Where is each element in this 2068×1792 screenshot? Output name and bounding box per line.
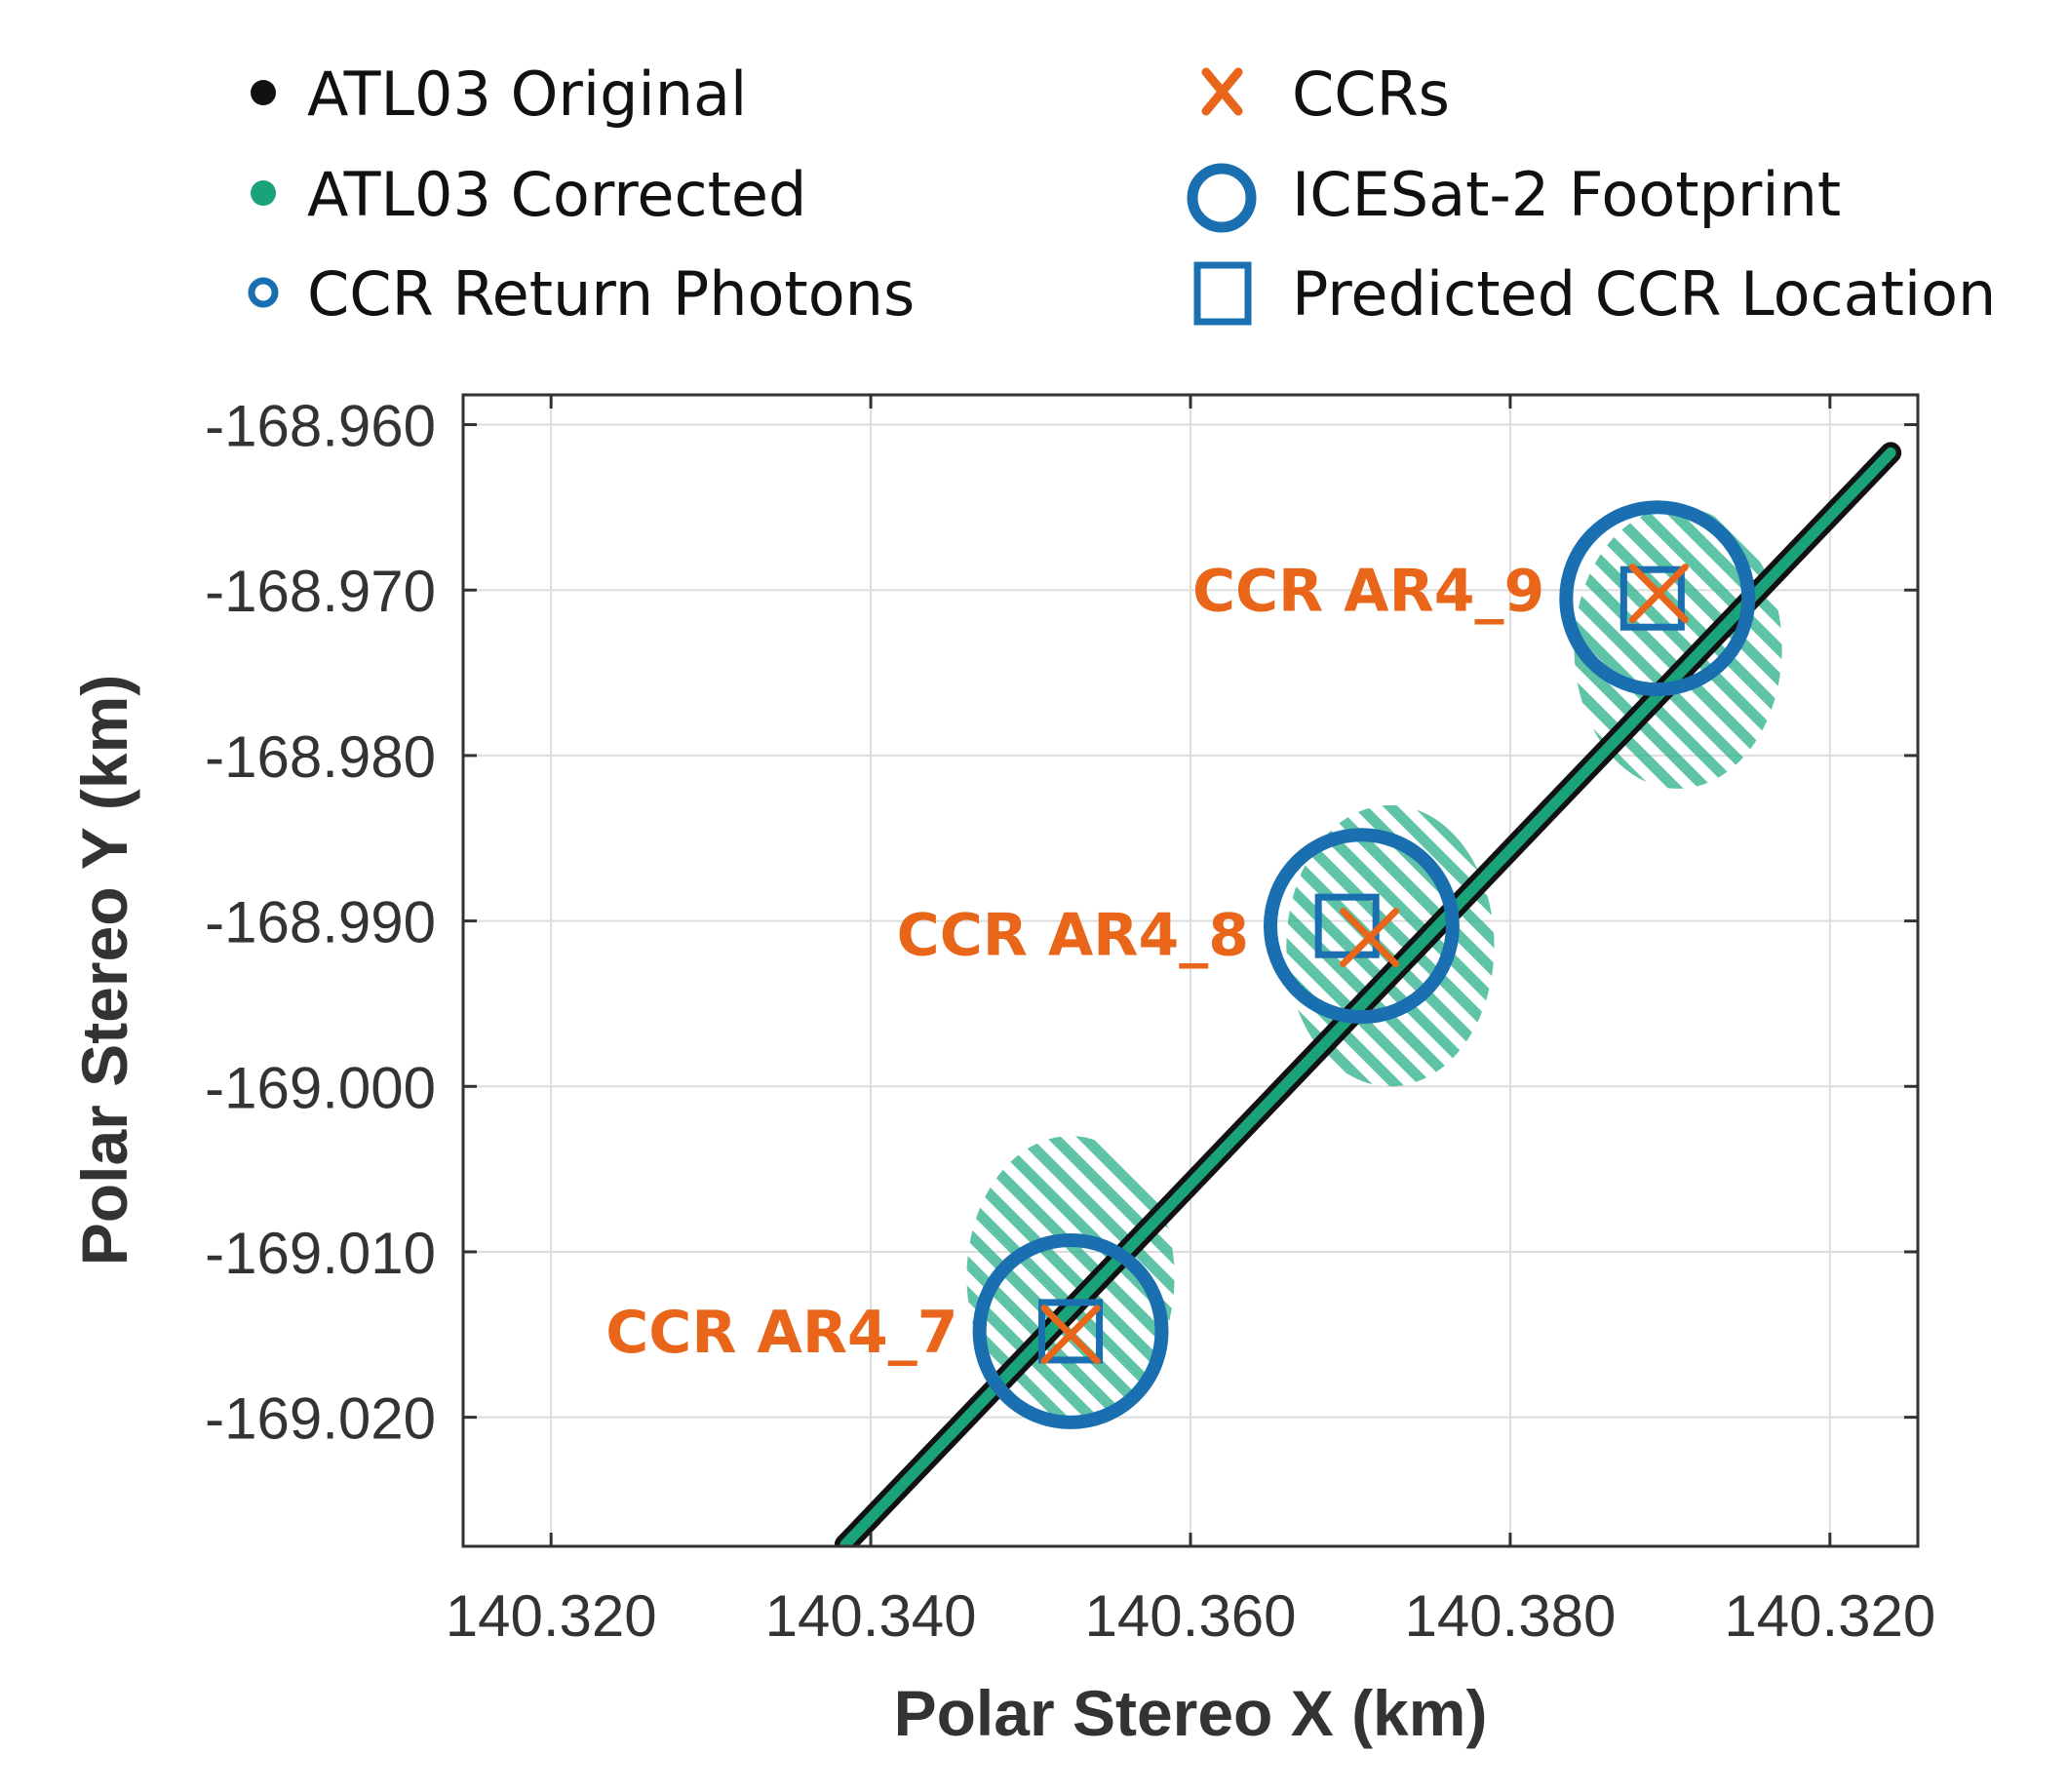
legend-label-footprint: ICESat-2 Footprint xyxy=(1292,159,1841,230)
y-tick-label: -169.000 xyxy=(205,1055,436,1120)
predicted-locations xyxy=(1038,565,1685,1364)
ccr-markers xyxy=(1040,564,1689,1365)
ccr-marker xyxy=(1040,1305,1101,1365)
legend: ATL03 Original ATL03 Corrected CCR Retur… xyxy=(248,58,1996,330)
x-tick-label: 140.360 xyxy=(1085,1583,1297,1649)
legend-label-corrected: ATL03 Corrected xyxy=(307,159,806,230)
y-axis-label: Polar Stereo Y (km) xyxy=(68,675,140,1266)
atl03-corrected-track xyxy=(839,447,1896,1546)
predicted-ccr-location xyxy=(1038,1299,1104,1364)
icesat2-footprint xyxy=(1559,500,1756,697)
ground-track xyxy=(834,442,1902,1546)
x-tick-label: 140.340 xyxy=(765,1583,977,1649)
icesat2-footprint xyxy=(972,1232,1169,1429)
legend-label-original: ATL03 Original xyxy=(307,58,747,130)
ccr-labels: CCR AR4_7 CCR AR4_8 CCR AR4_9 xyxy=(605,558,1544,1367)
x-tick-label: 140.380 xyxy=(1404,1583,1616,1649)
footprints xyxy=(972,500,1756,1429)
icesat2-footprint xyxy=(1263,828,1460,1025)
legend-marker-corrected xyxy=(251,180,276,206)
y-tick-label: -168.990 xyxy=(205,890,436,955)
legend-marker-original xyxy=(251,80,276,105)
ccr-marker xyxy=(1628,564,1689,624)
predicted-ccr-location xyxy=(1619,565,1685,631)
predicted-ccr-location xyxy=(1314,893,1380,958)
ccr-label: CCR AR4_7 xyxy=(605,1299,957,1367)
ccr-label: CCR AR4_8 xyxy=(897,902,1249,970)
y-tick-label: -168.980 xyxy=(205,724,436,790)
x-axis-label: Polar Stereo X (km) xyxy=(894,1677,1488,1749)
ccr-label: CCR AR4_9 xyxy=(1192,558,1544,626)
legend-marker-predicted xyxy=(1193,261,1252,326)
y-tick-label: -168.960 xyxy=(205,394,436,459)
x-tick-label: 140.320 xyxy=(1724,1583,1935,1649)
legend-label-predicted: Predicted CCR Location xyxy=(1292,258,1996,330)
legend-label-ccrs: CCRs xyxy=(1292,58,1450,130)
legend-marker-return-photons xyxy=(248,277,279,308)
legend-marker-footprint xyxy=(1187,163,1257,233)
ccr-marker xyxy=(1340,908,1400,968)
y-tick-label: -168.970 xyxy=(205,559,436,624)
legend-marker-ccrs xyxy=(1201,67,1243,116)
y-tick-label: -169.020 xyxy=(205,1386,436,1452)
legend-label-return-photons: CCR Return Photons xyxy=(307,258,915,330)
axis-ticks: 140.320 140.340 140.360 140.380 140.320 -168.… xyxy=(205,394,1935,1649)
ccr-return-photons xyxy=(966,1136,1175,1418)
x-tick-label: 140.320 xyxy=(446,1583,657,1649)
y-tick-label: -169.010 xyxy=(205,1221,436,1286)
